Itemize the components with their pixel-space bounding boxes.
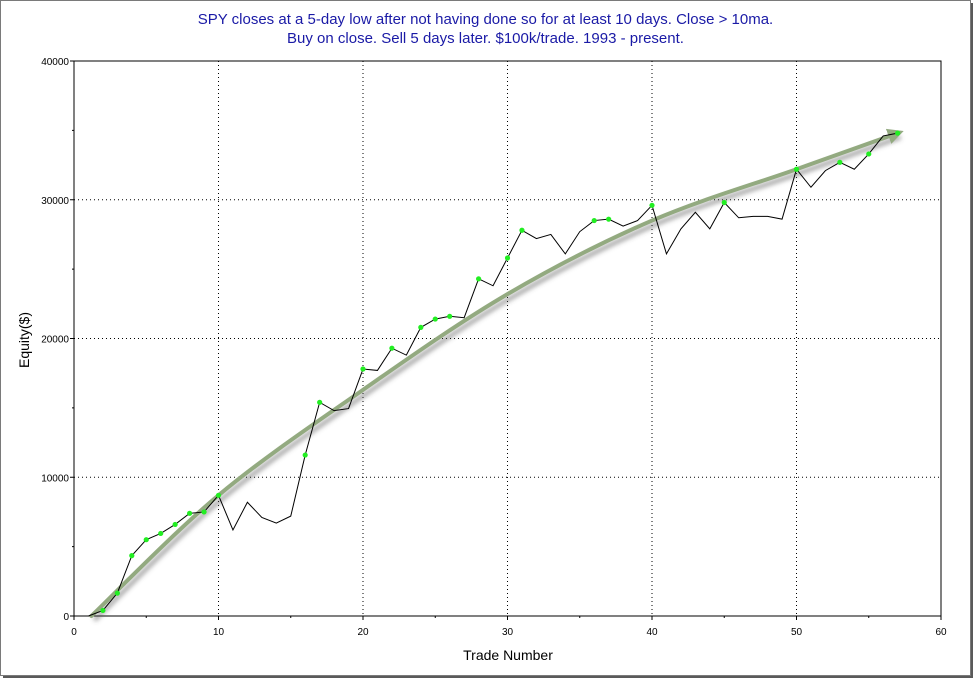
x-axis-label: Trade Number	[463, 647, 553, 663]
trade-marker	[201, 509, 207, 515]
trade-marker	[432, 316, 438, 322]
trend-arrow	[89, 128, 904, 618]
trade-marker	[519, 227, 525, 233]
trade-marker	[606, 216, 612, 222]
trade-marker	[100, 607, 106, 614]
trade-marker	[504, 255, 511, 261]
trade-marker	[476, 276, 482, 282]
trade-marker	[591, 217, 597, 224]
trade-marker	[895, 130, 901, 136]
trade-marker	[389, 345, 395, 351]
chart-title: SPY closes at a 5-day low after not havi…	[1, 10, 970, 48]
trade-marker	[187, 510, 193, 516]
y-axis-label: Equity($)	[16, 311, 32, 369]
x-tick-label: 20	[357, 627, 369, 638]
chart-subtitle: Buy on close. Sell 5 days later. $100k/t…	[287, 30, 684, 47]
y-tick-label: 30000	[41, 196, 69, 207]
trade-marker	[837, 159, 843, 165]
trade-marker	[317, 399, 323, 405]
trade-marker	[721, 199, 727, 206]
trade-marker	[866, 151, 872, 157]
trade-marker	[158, 530, 164, 537]
x-tick-label: 10	[213, 627, 225, 638]
trend-arrow-shadow	[92, 134, 902, 622]
trade-marker	[793, 166, 800, 172]
y-tick-label: 0	[63, 612, 69, 623]
trade-marker	[172, 521, 178, 528]
x-tick-label: 40	[646, 627, 658, 638]
x-tick-label: 50	[791, 627, 803, 638]
x-tick-label: 60	[935, 627, 947, 638]
trade-marker	[302, 452, 308, 458]
equity-line	[88, 132, 898, 617]
trade-marker	[418, 324, 424, 330]
trade-marker	[215, 492, 222, 498]
trade-marker	[129, 553, 135, 559]
chart-title-line1: SPY closes at a 5-day low after not havi…	[197, 11, 774, 28]
y-tick-label: 20000	[41, 335, 69, 346]
trade-marker	[447, 313, 453, 319]
trade-marker	[114, 590, 120, 596]
trade-marker	[143, 537, 149, 543]
x-tick-label: 0	[71, 627, 77, 638]
trade-marker	[360, 366, 366, 372]
y-tick-label: 40000	[41, 57, 69, 68]
trade-marker	[649, 202, 655, 208]
x-tick-label: 30	[502, 627, 514, 638]
y-tick-label: 10000	[41, 473, 69, 484]
